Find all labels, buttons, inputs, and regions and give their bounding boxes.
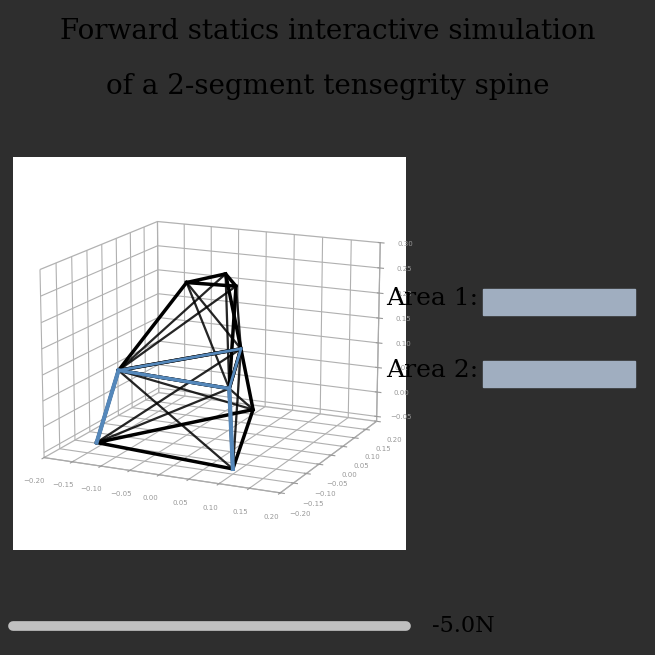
Text: Area 2:: Area 2: [386,358,478,382]
Bar [483,290,635,315]
Text: Forward statics interactive simulation: Forward statics interactive simulation [60,18,595,45]
Text: -5.0N: -5.0N [432,614,495,637]
Text: of a 2-segment tensegrity spine: of a 2-segment tensegrity spine [105,73,550,100]
Bar [483,362,635,387]
Text: Area 1:: Area 1: [386,286,478,310]
